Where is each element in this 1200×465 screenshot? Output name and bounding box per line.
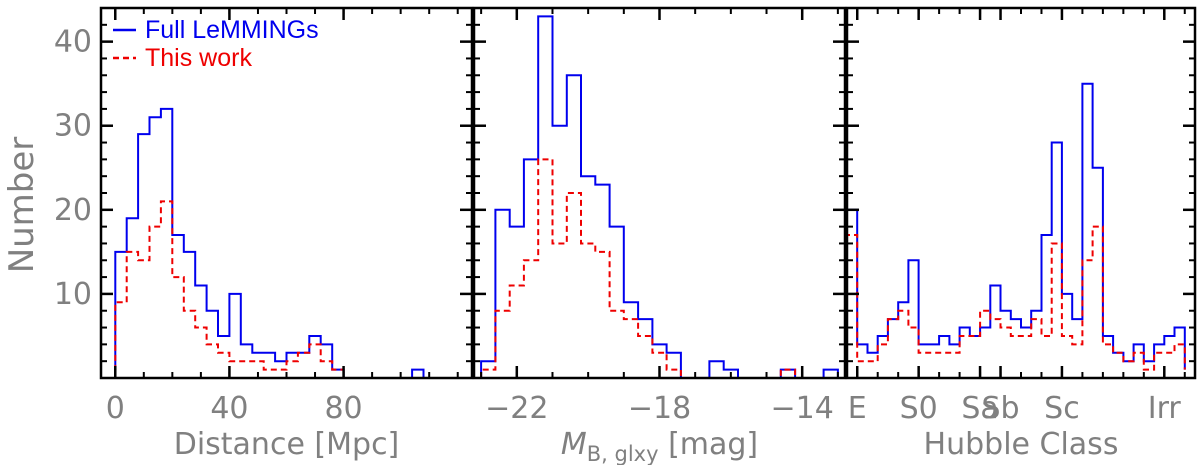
x-axis-label: Hubble Class: [924, 427, 1119, 462]
series-line-this-work: [846, 225, 1186, 378]
x-tick-label: −22: [485, 391, 548, 426]
y-tick-label: 40: [54, 25, 92, 60]
x-tick-label: S0: [900, 391, 938, 426]
x-tick-label: Irr: [1148, 391, 1182, 426]
series-line-full-lemmings: [846, 82, 1186, 378]
legend-label-this-work: This work: [145, 44, 252, 72]
x-tick-label: 0: [106, 391, 125, 426]
y-axis-label: Number: [2, 137, 42, 274]
y-tick-label: 30: [54, 109, 92, 144]
y-tick-label: 20: [54, 193, 92, 228]
legend-label-full-lemmings: Full LeMMINGs: [145, 16, 319, 44]
x-tick-label: Sb: [981, 391, 1019, 426]
x-tick-label: E: [848, 391, 867, 426]
y-tick-label: 10: [54, 277, 92, 312]
x-tick-label: 40: [210, 391, 248, 426]
x-tick-label: Sc: [1044, 391, 1080, 426]
x-axis-label-symbol: M: [561, 427, 587, 462]
panel-frame: [472, 6, 847, 380]
x-axis-label: Distance [Mpc]: [174, 427, 400, 462]
series-line-full-lemmings: [480, 15, 839, 379]
x-axis-label-unit: [mag]: [659, 427, 759, 462]
x-axis-label: MB, glxy [mag]: [561, 427, 758, 465]
panel-2: −22 −18 −14 MB, glxy [mag]: [472, 6, 847, 465]
x-tick-label: −14: [771, 391, 834, 426]
series-line-full-lemmings: [112, 107, 458, 379]
series-line-this-work: [112, 200, 458, 379]
x-tick-label: −18: [628, 391, 691, 426]
x-axis-label-subscript: B, glxy: [587, 442, 659, 465]
x-tick-label: Sa: [961, 391, 998, 426]
x-tick-label: 80: [324, 391, 362, 426]
